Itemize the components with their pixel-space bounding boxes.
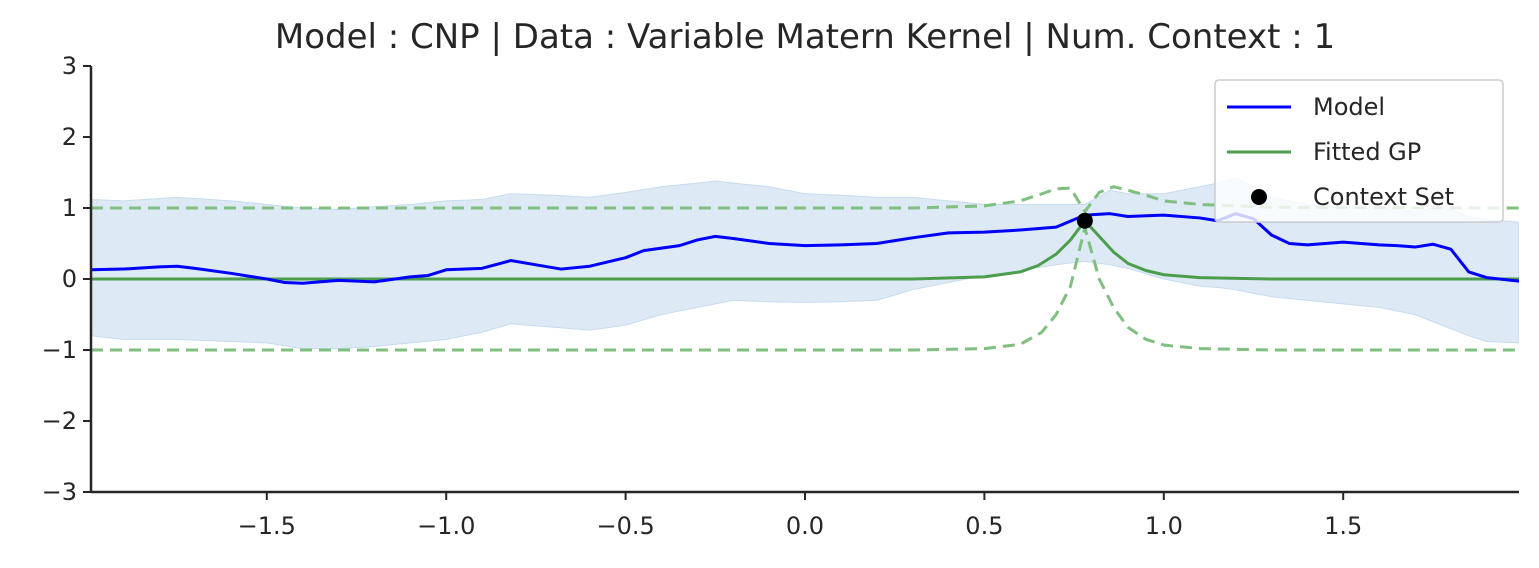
gp-lower-bound-line (91, 226, 1519, 352)
y-tick-label: −1 (42, 336, 77, 364)
legend: Model Fitted GP Context Set (1214, 79, 1504, 223)
gp-mean-line (91, 219, 1519, 281)
y-tick-label: 2 (62, 123, 77, 151)
legend-label: Fitted GP (1313, 138, 1421, 166)
axes: −1.5 −1.0 −0.5 0.0 0.5 1.0 1.5 −3 −2 −1 0 1 2 3 (42, 52, 1519, 540)
x-tick-label: −1.5 (238, 512, 296, 540)
context-point (1076, 212, 1093, 229)
x-tick-label: −0.5 (596, 512, 654, 540)
x-tick-label: 0.0 (786, 512, 824, 540)
y-tick-label: −2 (42, 407, 77, 435)
x-tick-label: 1.5 (1324, 512, 1362, 540)
x-tick-label: −1.0 (417, 512, 475, 540)
x-tick-label: 1.0 (1145, 512, 1183, 540)
legend-label: Context Set (1313, 183, 1454, 211)
y-tick-label: 1 (62, 194, 77, 222)
legend-label: Model (1313, 93, 1385, 121)
plot-clip-group (91, 177, 1519, 352)
y-tick-label: 3 (62, 52, 77, 80)
legend-swatch-2 (1251, 189, 1267, 205)
chart-title: Model : CNP | Data : Variable Matern Ker… (275, 17, 1335, 57)
legend-box (1214, 79, 1504, 223)
x-tick-label: 0.5 (965, 512, 1003, 540)
model-mean-line (91, 212, 1519, 285)
y-tick-label: 0 (62, 265, 77, 293)
model-uncertainty-band (91, 177, 1519, 350)
plot-area (91, 177, 1519, 352)
y-tick-label: −3 (42, 478, 77, 506)
